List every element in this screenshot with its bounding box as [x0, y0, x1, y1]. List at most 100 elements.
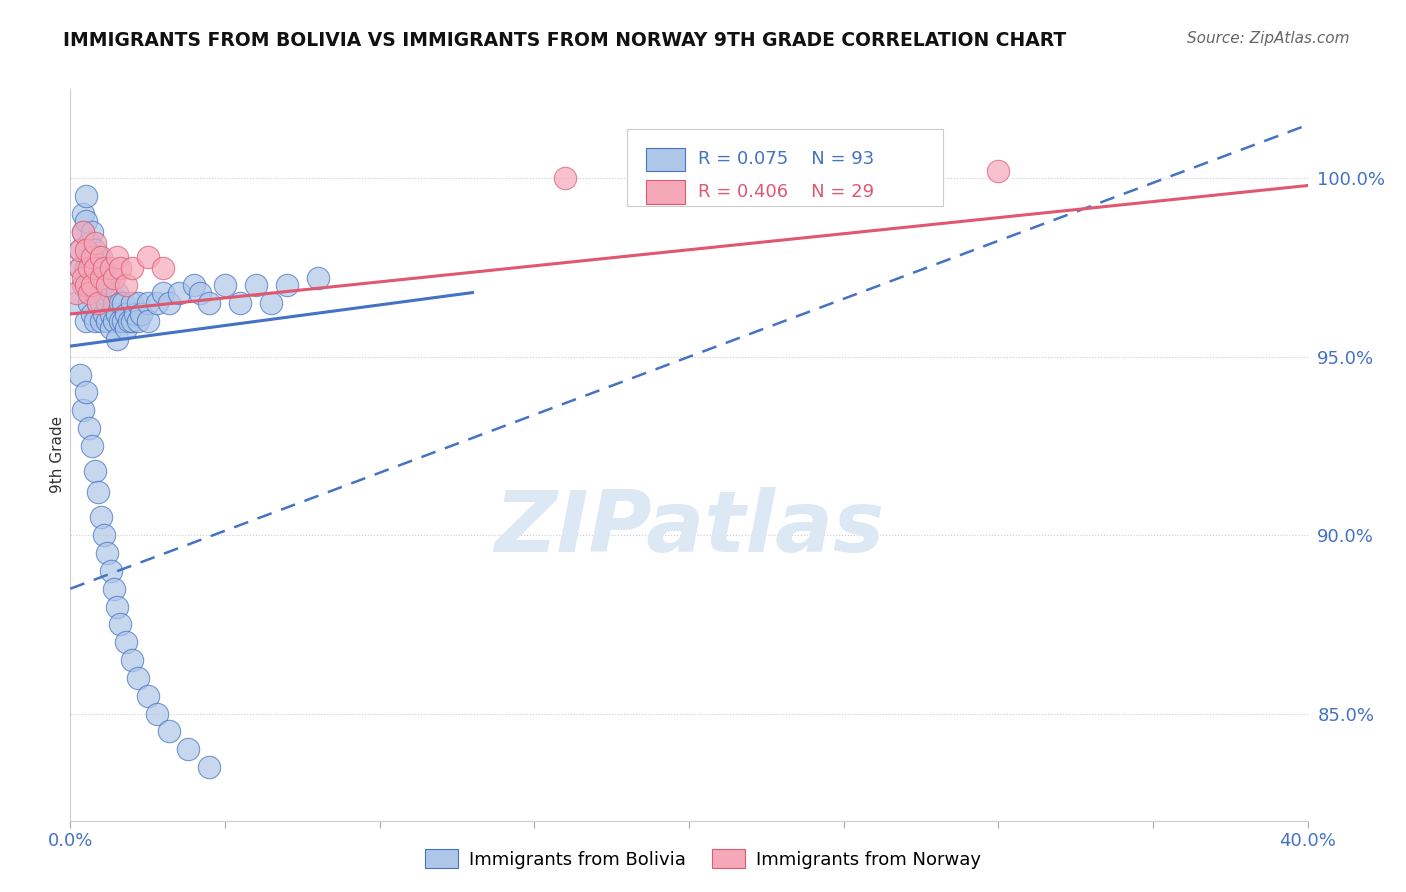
Point: [77, 260, 100, 275]
Point: [75, 214, 97, 228]
Point: [77, 250, 100, 264]
Point: [75, 278, 97, 293]
Point: [801, 171, 824, 186]
Point: [84, 235, 107, 250]
Point: [84, 314, 107, 328]
Point: [111, 314, 134, 328]
Text: IMMIGRANTS FROM BOLIVIA VS IMMIGRANTS FROM NORWAY 9TH GRADE CORRELATION CHART: IMMIGRANTS FROM BOLIVIA VS IMMIGRANTS FR…: [63, 31, 1067, 50]
Point: [152, 260, 174, 275]
FancyBboxPatch shape: [645, 180, 685, 204]
Point: [72, 225, 94, 239]
Point: [198, 760, 221, 774]
Point: [80, 439, 103, 453]
Point: [90, 271, 112, 285]
Point: [108, 260, 131, 275]
Point: [69, 368, 91, 382]
Point: [121, 653, 143, 667]
Point: [69, 243, 91, 257]
Point: [103, 314, 125, 328]
Point: [127, 314, 149, 328]
Point: [77, 278, 100, 293]
Point: [93, 260, 115, 275]
Point: [75, 243, 97, 257]
Point: [69, 243, 91, 257]
Point: [198, 296, 221, 310]
Text: R = 0.406    N = 29: R = 0.406 N = 29: [697, 183, 873, 202]
Point: [177, 742, 200, 756]
Point: [87, 485, 110, 500]
Point: [77, 235, 100, 250]
Y-axis label: 9th Grade: 9th Grade: [49, 417, 65, 493]
Point: [307, 271, 329, 285]
Point: [77, 296, 100, 310]
Point: [188, 285, 211, 300]
Point: [100, 260, 122, 275]
Point: [65, 285, 87, 300]
Point: [93, 271, 115, 285]
Point: [103, 271, 125, 285]
Point: [84, 260, 107, 275]
FancyBboxPatch shape: [627, 129, 942, 206]
Text: R = 0.075    N = 93: R = 0.075 N = 93: [697, 151, 875, 169]
Point: [72, 207, 94, 221]
Point: [100, 307, 122, 321]
Point: [105, 307, 128, 321]
Point: [84, 243, 107, 257]
Point: [100, 321, 122, 335]
Point: [84, 285, 107, 300]
Point: [72, 403, 94, 417]
Point: [115, 635, 138, 649]
Point: [77, 421, 100, 435]
Point: [80, 278, 103, 293]
Point: [72, 225, 94, 239]
Point: [96, 314, 118, 328]
Point: [136, 250, 159, 264]
Point: [80, 278, 103, 293]
Point: [157, 296, 180, 310]
Point: [136, 314, 159, 328]
Point: [87, 250, 110, 264]
Point: [121, 296, 143, 310]
Point: [554, 171, 576, 186]
Point: [96, 296, 118, 310]
Point: [84, 464, 107, 478]
Point: [90, 510, 112, 524]
Point: [84, 271, 107, 285]
Point: [75, 385, 97, 400]
Point: [93, 307, 115, 321]
Point: [127, 671, 149, 685]
Point: [124, 307, 146, 321]
Point: [87, 296, 110, 310]
Point: [87, 296, 110, 310]
Point: [121, 260, 143, 275]
Point: [245, 278, 267, 293]
Point: [75, 189, 97, 203]
Point: [987, 164, 1010, 178]
Point: [96, 278, 118, 293]
Point: [167, 285, 190, 300]
Point: [146, 706, 169, 721]
Point: [100, 285, 122, 300]
Point: [260, 296, 283, 310]
Point: [96, 546, 118, 560]
Point: [229, 296, 252, 310]
Point: [136, 689, 159, 703]
Point: [115, 321, 138, 335]
Point: [65, 296, 87, 310]
Point: [69, 260, 91, 275]
Point: [80, 250, 103, 264]
Point: [105, 250, 128, 264]
Point: [157, 724, 180, 739]
Point: [214, 278, 236, 293]
Point: [121, 314, 143, 328]
Point: [90, 278, 112, 293]
Point: [108, 314, 131, 328]
Point: [152, 285, 174, 300]
Point: [90, 314, 112, 328]
Point: [80, 307, 103, 321]
Point: [90, 296, 112, 310]
Point: [100, 564, 122, 578]
Point: [87, 278, 110, 293]
Point: [105, 285, 128, 300]
Point: [75, 260, 97, 275]
